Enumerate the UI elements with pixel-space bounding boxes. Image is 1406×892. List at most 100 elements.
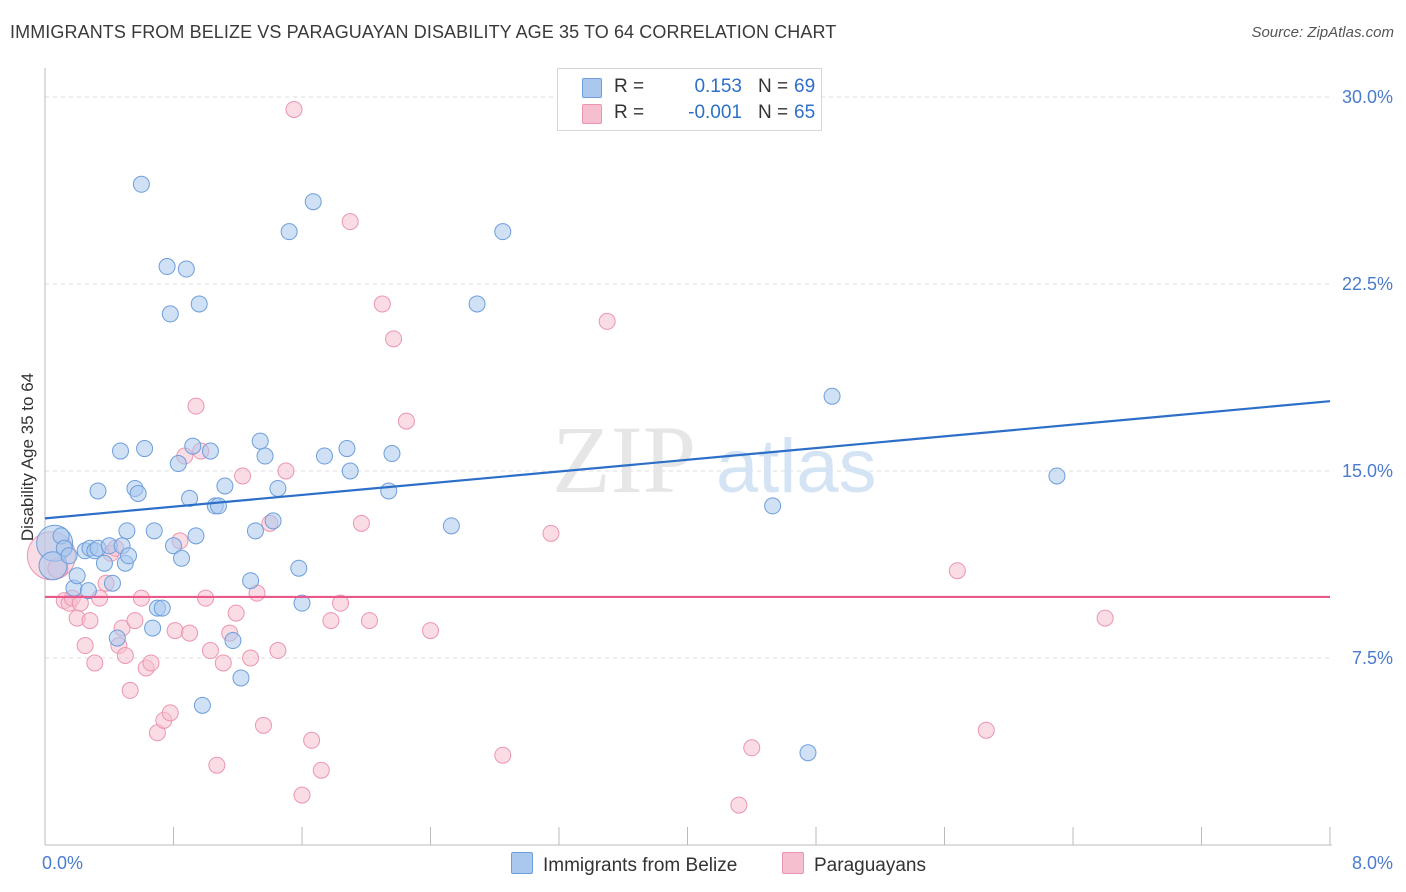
legend-r-label: R = <box>614 76 645 97</box>
belize-point <box>158 258 176 276</box>
belize-point <box>108 629 126 647</box>
paraguayans-point <box>132 589 150 607</box>
legend-swatch-belize <box>582 78 602 98</box>
belize-point <box>442 517 460 535</box>
bottom-legend-swatch-belize <box>511 852 533 874</box>
belize-point <box>144 619 162 637</box>
paraguayans-point <box>322 612 340 630</box>
grid-lines <box>45 96 1332 659</box>
belize-point <box>256 447 274 465</box>
belize-point <box>468 295 486 313</box>
belize-point <box>190 295 208 313</box>
belize-point <box>136 440 154 458</box>
y-tick-label: 7.5% <box>1352 648 1393 668</box>
paraguayans-point <box>422 622 439 640</box>
belize-point <box>79 582 97 600</box>
belize-point <box>111 442 129 460</box>
belize-point <box>169 455 187 473</box>
paraguayans-point <box>197 589 215 607</box>
paraguayans-point <box>269 642 287 660</box>
paraguayans-point <box>303 731 321 749</box>
paraguayans-point <box>201 642 219 660</box>
bottom-legend-belize: Immigrants from Belize <box>511 852 737 877</box>
paraguayans-point <box>126 612 144 630</box>
paraguayans-point <box>743 739 761 757</box>
paraguayans-point <box>116 647 134 665</box>
belize-point <box>89 482 107 500</box>
paraguayans-point <box>494 746 512 764</box>
belize-point <box>823 387 841 405</box>
paraguayans-point <box>730 796 748 814</box>
belize-point <box>184 437 202 455</box>
x-tick-label: 8.0% <box>1352 853 1393 873</box>
series-belize-points <box>36 175 1066 762</box>
bottom-legend-label-belize: Immigrants from Belize <box>543 855 738 876</box>
belize-point <box>187 527 205 545</box>
legend-r-value: -0.001 <box>688 102 742 123</box>
paraguayans-point <box>397 412 415 430</box>
belize-point <box>145 522 163 540</box>
paraguayans-point <box>598 312 616 330</box>
watermark-zip: ZIP <box>552 406 696 513</box>
belize-point <box>193 696 211 714</box>
paraguayans-point <box>373 295 391 313</box>
belize-point <box>209 497 227 515</box>
belize-point <box>1048 467 1066 485</box>
belize-point <box>118 522 136 540</box>
watermark: ZIP atlas <box>552 406 877 513</box>
paraguayans-point <box>234 467 252 485</box>
legend-n-label: N = <box>758 76 789 97</box>
paraguayans-point <box>242 649 260 667</box>
belize-point <box>103 574 121 592</box>
belize-point <box>304 193 322 211</box>
belize-point <box>764 497 782 515</box>
paraguayans-point <box>208 756 226 774</box>
belize-point <box>201 442 219 460</box>
belize-point <box>315 447 333 465</box>
legend-r-label: R = <box>614 102 645 123</box>
legend-n-label: N = <box>758 102 789 123</box>
paraguayans-point <box>71 594 89 612</box>
belize-point <box>341 462 359 480</box>
paraguayans-point <box>948 562 966 580</box>
y-tick-label: 15.0% <box>1342 461 1393 481</box>
belize-point <box>264 512 282 530</box>
paraguayans-point <box>542 524 560 542</box>
belize-point <box>280 223 298 241</box>
belize-point <box>165 537 182 555</box>
belize-point <box>290 559 308 577</box>
x-tick-labels: 0.0% 8.0% <box>42 853 1393 873</box>
source-credit: Source: ZipAtlas.com <box>1251 24 1394 41</box>
y-tick-labels: 7.5% 15.0% 22.5% 30.0% <box>1342 87 1393 668</box>
belize-trendline <box>44 400 1331 520</box>
trendlines <box>44 400 1331 599</box>
legend-n-value: 65 <box>794 102 816 123</box>
legend-swatch-paraguayans <box>582 104 602 124</box>
belize-point <box>232 669 250 687</box>
chart-title: IMMIGRANTS FROM BELIZE VS PARAGUAYAN DIS… <box>10 22 837 42</box>
paraguayans-point <box>352 514 370 532</box>
belize-point <box>129 484 147 502</box>
paraguayans-point <box>81 612 99 630</box>
bottom-legend-paraguayans: Paraguayans <box>782 852 926 877</box>
paraguayans-point <box>332 594 350 612</box>
paraguayans-point <box>1096 609 1114 627</box>
watermark-atlas: atlas <box>716 424 877 509</box>
paraguayans-point <box>227 604 245 622</box>
paraguayans-point <box>214 654 232 672</box>
belize-point <box>242 572 260 590</box>
belize-point <box>132 175 150 193</box>
paraguayans-point <box>86 654 104 672</box>
belize-point <box>799 744 817 762</box>
paraguayans-point <box>166 622 184 640</box>
belize-point <box>380 482 398 500</box>
paraguayans-point <box>977 721 995 739</box>
belize-point <box>246 522 264 540</box>
belize-point <box>293 594 311 612</box>
belize-point <box>161 305 179 323</box>
belize-point <box>38 551 68 581</box>
paraguayans-point <box>181 624 199 642</box>
bottom-legend-label-paraguayans: Paraguayans <box>814 855 926 876</box>
bottom-legend-swatch-paraguayans <box>782 852 804 874</box>
belize-point <box>68 567 86 585</box>
